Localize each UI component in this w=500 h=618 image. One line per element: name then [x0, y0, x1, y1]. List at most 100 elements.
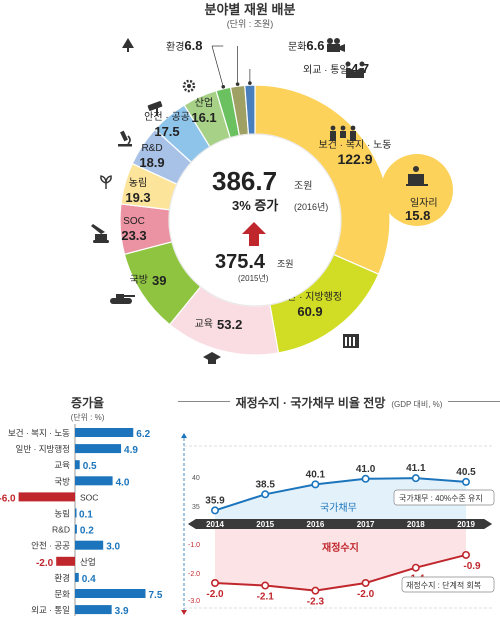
increase-year: (2016년): [294, 202, 328, 212]
growth-value-label: 4.0: [116, 477, 130, 488]
balance-series-label: 재정수지: [322, 541, 359, 554]
growth-bar: [75, 572, 79, 582]
balance-value-label: -2.3: [307, 597, 325, 608]
growth-bar: [18, 492, 76, 502]
debt-point: [210, 506, 219, 515]
year-tick-label: 2019: [457, 520, 475, 529]
leader-dot: [221, 84, 226, 89]
prev-year: (2015년): [238, 273, 269, 283]
balance-value-label: -2.0: [357, 589, 375, 600]
debt-area: [215, 478, 466, 519]
debt-value-label: 35.9: [205, 495, 225, 506]
donut-slices: [119, 84, 391, 356]
growth-value-label: 0.5: [83, 461, 97, 472]
forecast-series: 2014 2015 2016 2017 2018 2019 35.9 38.5 40.1 41.0…: [188, 463, 492, 608]
balance-axis-tick: -1.0: [188, 542, 200, 549]
film-camera-icon: [327, 38, 345, 52]
debt-point: [261, 490, 270, 499]
growth-category-label: 교육: [54, 460, 70, 470]
growth-bar: [75, 508, 77, 518]
debt-point: [411, 474, 420, 483]
balance-note: 재정수지 : 단계적 회복: [406, 580, 481, 590]
slice-value: 6.8: [184, 38, 202, 53]
balance-point: [210, 579, 219, 588]
slice-label: 환경: [166, 40, 184, 53]
growth-title: 증가율: [64, 394, 111, 411]
slice-label: 외교 · 통일: [303, 64, 349, 76]
tree-icon: [122, 38, 134, 52]
excavator-icon: [91, 224, 109, 243]
jobs-callout: 일자리 15.8: [374, 154, 453, 226]
growth-value-label: 3.9: [115, 606, 129, 617]
prev-total-unit: 조원: [277, 259, 294, 269]
donut-center: [168, 133, 342, 307]
growth-category-label: 문화: [54, 589, 70, 599]
balance-value-label: -2.1: [257, 592, 275, 603]
growth-unit: (단위 : %): [70, 413, 105, 422]
microscope-icon: [118, 130, 132, 147]
debt-value-label: 40.5: [456, 467, 476, 478]
slice-label: 보건 · 복지 · 노동: [319, 139, 392, 151]
forecast-title: 재정수지 · 국가채무 비율 전망: [229, 396, 392, 410]
growth-bar: [75, 476, 113, 486]
gear-icon: [182, 79, 196, 93]
up-arrow-icon: [242, 222, 266, 246]
growth-value-label: 0.4: [82, 574, 96, 585]
leader-dot: [248, 81, 252, 85]
balance-point: [461, 550, 470, 559]
balance-axis-tick: -2.0: [188, 571, 200, 578]
year-tick-label: 2014: [206, 520, 224, 529]
forecast-axis-arrow-bottom: [181, 610, 187, 615]
balance-point: [361, 579, 370, 588]
total-unit: 조원: [294, 180, 312, 192]
slice-value: 122.9: [337, 151, 372, 167]
slice-label: SOC: [123, 216, 145, 227]
leader-dot: [235, 82, 240, 86]
sprout-icon: [100, 175, 112, 189]
debt-point: [311, 480, 320, 489]
debt-note-box: [393, 489, 495, 506]
government-building-icon: [343, 334, 359, 348]
slice-label: 안전 · 공공: [144, 111, 190, 123]
growth-bar: [75, 460, 80, 470]
balance-value-label: -2.0: [206, 589, 224, 600]
growth-bar-chart: 보건 · 복지 · 노동 6.2 일반 · 지방행정 4.9 교육 0.5 국방 4.0 SOC…: [0, 424, 163, 617]
growth-category-label: 일반 · 지방행정: [16, 444, 70, 454]
growth-bar: [75, 428, 134, 437]
donut-title: 분야별 재원 배분: [204, 2, 296, 17]
growth-category-label: 산업: [80, 557, 96, 567]
growth-category-label: R&D: [52, 525, 70, 535]
total-value: 386.7: [212, 166, 277, 196]
leader-line: [211, 45, 224, 87]
growth-category-label: 농림: [54, 509, 70, 519]
growth-bar: [75, 589, 146, 598]
forecast-unit: (GDP 대비, %): [391, 400, 449, 409]
slice-value: 53.2: [217, 317, 242, 332]
growth-category-label: 외교 · 통일: [31, 605, 70, 615]
debt-note: 국가채무 : 40%수준 유지: [399, 493, 483, 503]
slice-label: 산업: [195, 96, 213, 109]
balance-point: [311, 586, 320, 595]
debt-value-label: 41.0: [356, 464, 376, 475]
growth-bar: [75, 524, 77, 534]
donut-header: 분야별 재원 배분 (단위 : 조원): [0, 0, 500, 40]
slice-value: 23.3: [121, 228, 146, 243]
laptop-worker-icon: [406, 166, 428, 186]
family-icon: [330, 125, 356, 141]
year-tick-label: 2015: [256, 520, 274, 529]
debt-series-label: 국가채무: [320, 502, 357, 514]
growth-bar: [56, 556, 75, 566]
growth-category-label: 안전 · 공공: [31, 541, 70, 551]
growth-header: 증가율 (단위 : %): [0, 394, 175, 423]
growth-value-label: 0.1: [79, 510, 93, 521]
growth-bars: 보건 · 복지 · 노동 6.2 일반 · 지방행정 4.9 교육 0.5 국방 4.0 SOC…: [0, 428, 163, 617]
growth-bar: [75, 605, 112, 615]
balance-note-box: [401, 576, 495, 593]
growth-value-label: 3.0: [106, 542, 120, 553]
debt-point: [361, 474, 370, 483]
debt-axis-tick: 40: [192, 475, 200, 482]
growth-value-label: 0.2: [80, 526, 94, 537]
debt-value-label: 41.1: [406, 463, 426, 474]
